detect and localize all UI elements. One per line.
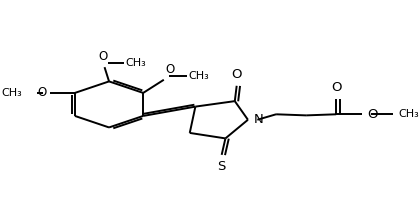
Text: O: O (231, 68, 242, 81)
Text: CH₃: CH₃ (2, 88, 22, 98)
Text: S: S (218, 160, 226, 173)
Text: O: O (166, 63, 175, 76)
Text: O: O (37, 86, 47, 99)
Text: O: O (367, 108, 378, 121)
Text: N: N (254, 113, 264, 126)
Text: CH₃: CH₃ (125, 58, 146, 68)
Text: CH₃: CH₃ (398, 109, 419, 119)
Text: O: O (98, 50, 107, 63)
Text: CH₃: CH₃ (188, 71, 209, 81)
Text: O: O (331, 81, 341, 94)
